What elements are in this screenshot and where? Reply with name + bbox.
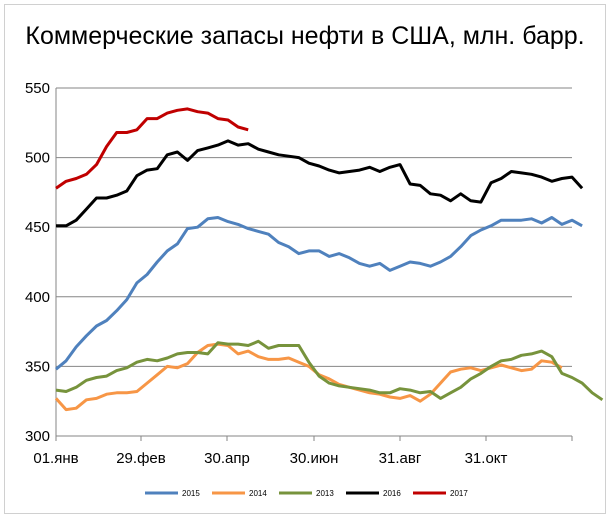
legend-label-2013: 2013 bbox=[316, 489, 334, 498]
x-tick-label: 30.июн bbox=[290, 450, 339, 467]
x-tick-label: 29.фев bbox=[116, 450, 166, 467]
chart-title: Коммерческие запасы нефти в США, млн. ба… bbox=[25, 22, 585, 50]
series-line-2015 bbox=[55, 216, 583, 371]
x-tick-label: 01.янв bbox=[33, 450, 78, 467]
series-line-2017 bbox=[55, 107, 249, 190]
y-tick-label: 550 bbox=[25, 80, 50, 97]
x-tick-label: 31.авг bbox=[379, 450, 422, 467]
legend-label-2014: 2014 bbox=[249, 489, 267, 498]
x-tick-label: 31.окт bbox=[465, 450, 508, 467]
y-tick-label: 500 bbox=[25, 150, 50, 167]
y-tick-label: 350 bbox=[25, 358, 50, 375]
chart-border bbox=[4, 4, 606, 514]
y-tick-label: 450 bbox=[25, 219, 50, 236]
y-tick-label: 300 bbox=[25, 428, 50, 445]
legend-label-2017: 2017 bbox=[450, 489, 468, 498]
series-line-2013 bbox=[55, 339, 604, 402]
series-line-2014 bbox=[54, 342, 563, 412]
legend-label-2016: 2016 bbox=[383, 489, 401, 498]
series-line-2016 bbox=[56, 139, 584, 228]
y-tick-label: 400 bbox=[25, 289, 50, 306]
x-tick-label: 30.апр bbox=[204, 450, 250, 467]
legend-label-2015: 2015 bbox=[182, 489, 200, 498]
